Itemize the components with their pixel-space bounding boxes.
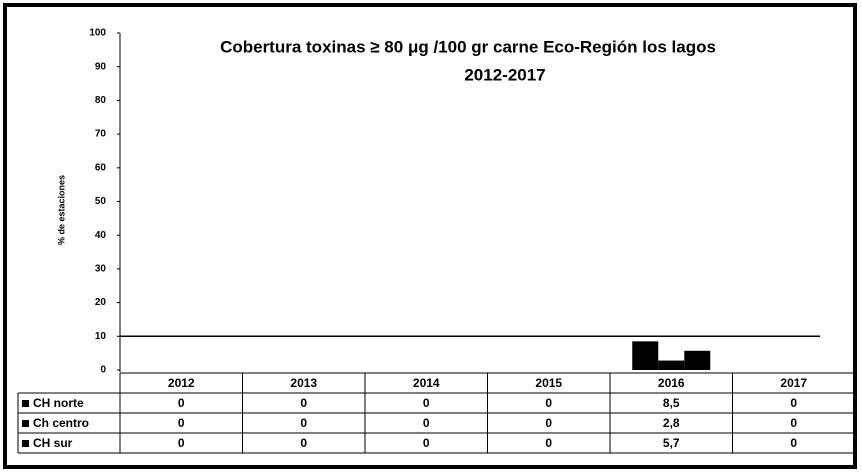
legend-key (22, 400, 29, 407)
x-tick-label: 2015 (535, 376, 562, 390)
legend-label: CH norte (33, 396, 84, 410)
value-label: 0 (790, 396, 797, 410)
x-tick-label: 2017 (780, 376, 807, 390)
value-label: 5,7 (663, 436, 680, 450)
value-label: 2,8 (663, 416, 680, 430)
value-label: 0 (790, 436, 797, 450)
value-label: 0 (300, 396, 307, 410)
y-tick-label: 20 (95, 297, 107, 308)
value-label: 0 (178, 396, 185, 410)
legend-label: Ch centro (33, 416, 89, 430)
y-tick-label: 30 (95, 264, 107, 275)
bar (658, 360, 685, 370)
legend-key (22, 420, 29, 427)
value-label: 0 (790, 416, 797, 430)
y-tick-label: 50 (95, 196, 107, 207)
bar (684, 350, 711, 370)
legend-label: CH sur (33, 436, 73, 450)
frame (3, 3, 857, 469)
value-label: 0 (423, 436, 430, 450)
value-label: 0 (545, 436, 552, 450)
bar (632, 341, 659, 370)
value-label: 0 (300, 416, 307, 430)
y-tick-label: 10 (95, 331, 107, 342)
y-tick-label: 100 (89, 28, 106, 39)
y-tick-label: 40 (95, 230, 107, 241)
value-label: 8,5 (663, 396, 680, 410)
y-tick-label: 90 (95, 61, 107, 72)
x-tick-label: 2014 (413, 376, 440, 390)
legend-key (22, 440, 29, 447)
chart-title: Cobertura toxinas ≥ 80 μg /100 gr carne … (220, 37, 716, 56)
y-tick-label: 70 (95, 129, 107, 140)
x-tick-label: 2012 (168, 376, 195, 390)
x-tick-label: 2013 (290, 376, 317, 390)
value-label: 0 (178, 416, 185, 430)
value-label: 0 (545, 396, 552, 410)
value-label: 0 (178, 436, 185, 450)
chart-title: 2012-2017 (464, 65, 545, 84)
y-axis-label: % de estaciones (56, 175, 66, 245)
value-label: 0 (300, 436, 307, 450)
y-tick-label: 60 (95, 162, 107, 173)
x-tick-label: 2016 (658, 376, 685, 390)
value-label: 0 (423, 416, 430, 430)
y-tick-label: 80 (95, 95, 107, 106)
y-tick-label: 0 (100, 365, 106, 376)
value-label: 0 (423, 396, 430, 410)
value-label: 0 (545, 416, 552, 430)
